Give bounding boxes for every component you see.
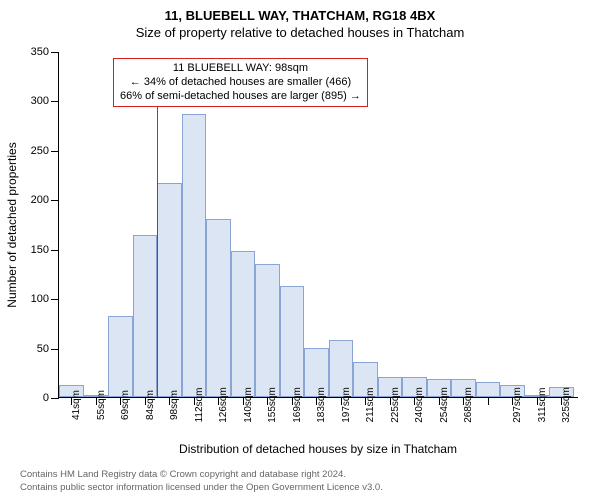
annotation-line: 11 BLUEBELL WAY: 98sqm bbox=[120, 62, 361, 76]
x-tick-label: 183sqm bbox=[316, 387, 327, 423]
x-tick-label: 211sqm bbox=[365, 388, 376, 423]
title-sub: Size of property relative to detached ho… bbox=[0, 23, 600, 44]
histogram-bar bbox=[157, 183, 182, 397]
y-tick bbox=[51, 398, 59, 399]
y-tick-label: 50 bbox=[37, 343, 49, 355]
x-tick-label: 41sqm bbox=[71, 390, 82, 420]
y-tick-label: 150 bbox=[31, 244, 49, 256]
y-tick bbox=[51, 250, 59, 251]
x-tick-label: 169sqm bbox=[292, 387, 303, 423]
x-tick-label: 140sqm bbox=[243, 387, 254, 423]
plot-region: 05010015020025030035041sqm55sqm69sqm84sq… bbox=[58, 52, 578, 398]
x-tick-label: 197sqm bbox=[341, 387, 352, 423]
x-tick-label: 55sqm bbox=[96, 390, 107, 420]
x-tick-label: 84sqm bbox=[145, 390, 156, 420]
histogram-bar bbox=[108, 316, 133, 397]
histogram-bar bbox=[476, 382, 501, 397]
y-tick-label: 250 bbox=[31, 145, 49, 157]
y-axis-label: Number of detached properties bbox=[5, 142, 19, 307]
y-tick bbox=[51, 299, 59, 300]
annotation-line: 66% of semi-detached houses are larger (… bbox=[120, 90, 361, 104]
histogram-bar bbox=[280, 286, 305, 397]
chart-container: 11, BLUEBELL WAY, THATCHAM, RG18 4BX Siz… bbox=[0, 0, 600, 500]
y-tick bbox=[51, 52, 59, 53]
x-tick-label: 311sqm bbox=[537, 388, 548, 423]
x-tick-label: 126sqm bbox=[218, 387, 229, 423]
x-tick-label: 268sqm bbox=[463, 387, 474, 423]
x-tick-label: 98sqm bbox=[169, 390, 180, 420]
y-tick bbox=[51, 200, 59, 201]
chart-area: Number of detached properties Distributi… bbox=[58, 52, 578, 398]
x-tick bbox=[488, 397, 489, 405]
histogram-bar bbox=[133, 235, 158, 397]
footer-line2: Contains public sector information licen… bbox=[20, 482, 383, 494]
x-tick-label: 155sqm bbox=[267, 387, 278, 423]
y-tick-label: 350 bbox=[31, 46, 49, 58]
x-axis-label: Distribution of detached houses by size … bbox=[179, 442, 457, 456]
y-tick-label: 100 bbox=[31, 293, 49, 305]
y-tick bbox=[51, 151, 59, 152]
x-tick-label: 325sqm bbox=[561, 387, 572, 423]
histogram-bar bbox=[231, 251, 256, 397]
title-main: 11, BLUEBELL WAY, THATCHAM, RG18 4BX bbox=[0, 0, 600, 23]
annotation-line: ← 34% of detached houses are smaller (46… bbox=[120, 76, 361, 90]
annotation-box: 11 BLUEBELL WAY: 98sqm← 34% of detached … bbox=[113, 58, 368, 107]
y-tick bbox=[51, 101, 59, 102]
y-tick-label: 200 bbox=[31, 194, 49, 206]
x-tick-label: 112sqm bbox=[194, 388, 205, 423]
y-tick bbox=[51, 349, 59, 350]
histogram-bar bbox=[182, 114, 207, 397]
y-tick-label: 0 bbox=[43, 392, 49, 404]
y-tick-label: 300 bbox=[31, 95, 49, 107]
footer-line1: Contains HM Land Registry data © Crown c… bbox=[20, 469, 383, 481]
x-tick-label: 297sqm bbox=[512, 387, 523, 423]
reference-line bbox=[157, 86, 158, 397]
x-tick-label: 254sqm bbox=[439, 387, 450, 423]
x-tick-label: 69sqm bbox=[120, 390, 131, 420]
histogram-bar bbox=[206, 219, 231, 397]
x-tick-label: 225sqm bbox=[390, 387, 401, 423]
footer-attribution: Contains HM Land Registry data © Crown c… bbox=[20, 469, 383, 494]
x-tick-label: 240sqm bbox=[414, 387, 425, 423]
histogram-bar bbox=[255, 264, 280, 397]
